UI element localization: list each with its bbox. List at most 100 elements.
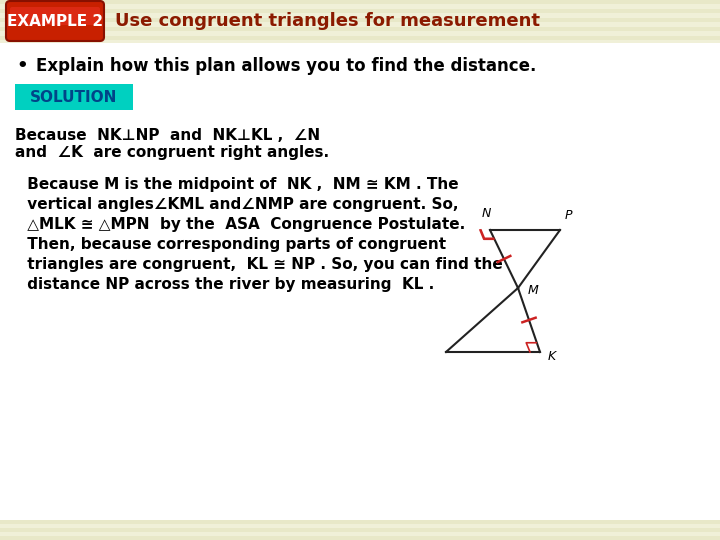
Text: EXAMPLE 2: EXAMPLE 2 bbox=[7, 14, 103, 29]
Bar bbox=[0, 140, 720, 145]
Bar bbox=[0, 0, 720, 4]
Bar bbox=[0, 10, 720, 15]
FancyBboxPatch shape bbox=[6, 1, 104, 41]
Bar bbox=[0, 75, 720, 80]
Bar bbox=[0, 525, 720, 530]
Bar bbox=[0, 536, 720, 540]
Bar bbox=[0, 170, 720, 175]
Bar bbox=[0, 305, 720, 310]
Bar bbox=[0, 480, 720, 485]
Bar bbox=[0, 535, 720, 540]
Bar bbox=[0, 420, 720, 425]
Bar bbox=[0, 26, 720, 31]
Bar bbox=[0, 195, 720, 200]
Bar bbox=[0, 315, 720, 320]
Bar bbox=[0, 520, 720, 524]
Bar bbox=[0, 350, 720, 355]
Bar bbox=[0, 13, 720, 17]
Bar bbox=[0, 385, 720, 390]
Bar bbox=[0, 255, 720, 260]
Text: •: • bbox=[16, 57, 28, 75]
Bar bbox=[0, 55, 720, 60]
Bar bbox=[0, 120, 720, 125]
Bar bbox=[0, 40, 720, 45]
Bar bbox=[0, 22, 720, 26]
Bar bbox=[0, 0, 720, 5]
Text: N: N bbox=[481, 207, 491, 220]
Bar bbox=[0, 36, 720, 40]
Bar bbox=[0, 100, 720, 105]
Text: distance NP across the river by measuring  KL .: distance NP across the river by measurin… bbox=[22, 278, 434, 293]
Bar bbox=[0, 325, 720, 330]
Text: Then, because corresponding parts of congruent: Then, because corresponding parts of con… bbox=[22, 238, 446, 253]
Bar bbox=[0, 4, 720, 9]
Bar bbox=[0, 528, 720, 532]
Bar bbox=[0, 425, 720, 430]
Bar bbox=[0, 395, 720, 400]
Bar bbox=[0, 240, 720, 245]
Bar bbox=[0, 45, 720, 50]
Bar bbox=[0, 524, 720, 528]
Bar bbox=[0, 465, 720, 470]
Bar bbox=[0, 17, 720, 22]
Bar bbox=[0, 365, 720, 370]
Bar bbox=[0, 380, 720, 385]
Bar bbox=[0, 440, 720, 445]
Bar bbox=[0, 175, 720, 180]
Text: SOLUTION: SOLUTION bbox=[30, 90, 117, 105]
Bar bbox=[0, 15, 720, 20]
Bar bbox=[0, 220, 720, 225]
Bar bbox=[0, 495, 720, 500]
Bar bbox=[0, 450, 720, 455]
Bar bbox=[0, 310, 720, 315]
Text: M: M bbox=[528, 284, 539, 296]
Bar bbox=[0, 105, 720, 110]
Bar bbox=[0, 31, 720, 36]
Bar bbox=[0, 390, 720, 395]
Bar bbox=[0, 35, 720, 40]
Bar bbox=[0, 65, 720, 70]
Bar bbox=[0, 532, 720, 536]
Bar bbox=[0, 210, 720, 215]
Bar bbox=[0, 130, 720, 135]
Bar bbox=[0, 285, 720, 290]
Text: △MLK ≅ △MPN  by the  ASA  Congruence Postulate.: △MLK ≅ △MPN by the ASA Congruence Postul… bbox=[22, 218, 465, 233]
Bar bbox=[0, 435, 720, 440]
Bar bbox=[0, 415, 720, 420]
Bar bbox=[0, 115, 720, 120]
Bar bbox=[0, 245, 720, 250]
Bar bbox=[0, 225, 720, 230]
Bar bbox=[0, 515, 720, 520]
Bar bbox=[0, 405, 720, 410]
Bar bbox=[0, 400, 720, 405]
Bar bbox=[0, 430, 720, 435]
Bar bbox=[0, 530, 720, 535]
Bar bbox=[0, 460, 720, 465]
Bar bbox=[0, 80, 720, 85]
Bar bbox=[0, 235, 720, 240]
Bar bbox=[0, 135, 720, 140]
Bar bbox=[0, 455, 720, 460]
Bar bbox=[0, 25, 720, 30]
Bar bbox=[0, 275, 720, 280]
Bar bbox=[0, 335, 720, 340]
Bar bbox=[0, 490, 720, 495]
Bar bbox=[0, 215, 720, 220]
Bar bbox=[0, 475, 720, 480]
Bar bbox=[0, 95, 720, 100]
Bar bbox=[0, 180, 720, 185]
Text: P: P bbox=[564, 209, 572, 222]
Text: Because  ΝK⊥ΝP  and  ΝK⊥KL ,  ∠N: Because ΝK⊥ΝP and ΝK⊥KL , ∠N bbox=[15, 127, 320, 143]
Bar bbox=[0, 150, 720, 155]
Bar bbox=[0, 355, 720, 360]
Bar bbox=[0, 70, 720, 75]
Bar bbox=[0, 270, 720, 275]
Bar bbox=[0, 5, 720, 10]
Text: Use congruent triangles for measurement: Use congruent triangles for measurement bbox=[115, 12, 540, 30]
Bar bbox=[0, 340, 720, 345]
Bar bbox=[0, 85, 720, 90]
Bar bbox=[0, 230, 720, 235]
Bar bbox=[0, 20, 720, 25]
Bar bbox=[0, 410, 720, 415]
Text: Because M is the midpoint of  NK ,  NM ≅ KM . The: Because M is the midpoint of NK , NM ≅ K… bbox=[22, 178, 459, 192]
